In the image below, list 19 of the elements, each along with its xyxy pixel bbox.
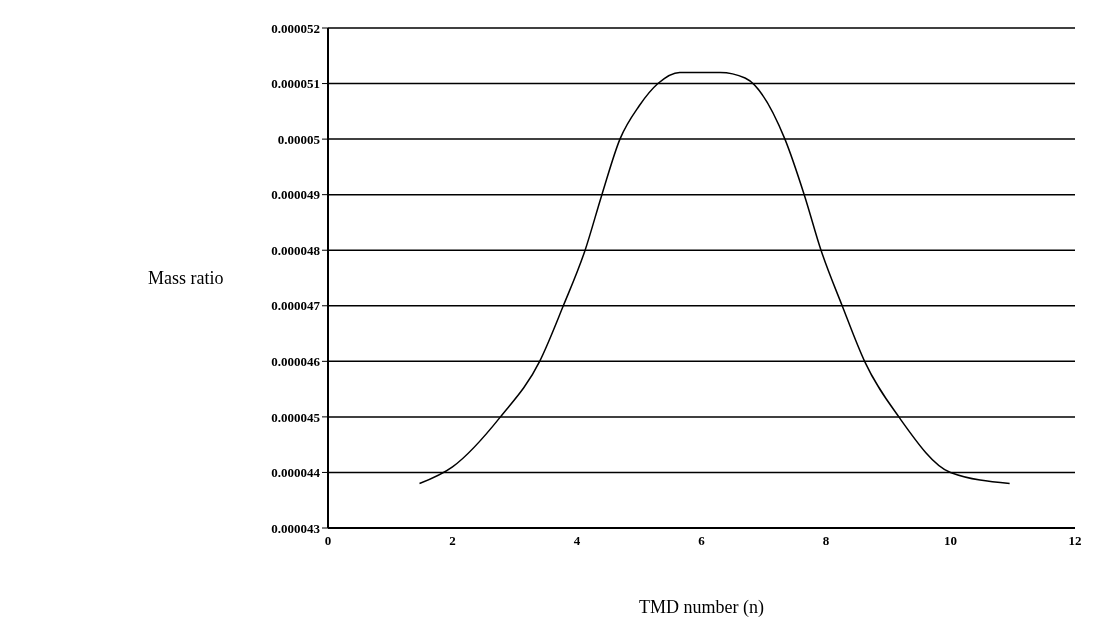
y-tick-label: 0.000051 bbox=[271, 76, 320, 92]
y-tick-label: 0.000047 bbox=[271, 298, 321, 314]
x-tick-label: 2 bbox=[449, 533, 456, 549]
x-tick-label: 10 bbox=[944, 533, 957, 549]
y-tick-label: 0.000045 bbox=[271, 409, 321, 425]
y-tick-label: 0.000052 bbox=[271, 20, 320, 36]
y-tick-label: 0.000048 bbox=[271, 242, 321, 258]
y-axis-title: Mass ratio bbox=[148, 268, 224, 289]
x-axis-title: TMD number (n) bbox=[639, 597, 764, 618]
x-tick-label: 4 bbox=[573, 533, 581, 549]
y-tick-label: 0.00005 bbox=[277, 131, 321, 147]
x-tick-label: 0 bbox=[324, 533, 332, 549]
y-tick-label: 0.000044 bbox=[271, 465, 321, 481]
x-tick-label: 8 bbox=[822, 533, 830, 549]
y-tick-label: 0.000046 bbox=[271, 353, 321, 369]
x-tick-label: 6 bbox=[698, 533, 706, 549]
y-tick-label: 0.000043 bbox=[271, 520, 321, 536]
y-tick-label: 0.000049 bbox=[271, 187, 321, 203]
x-tick-label: 12 bbox=[1068, 533, 1082, 549]
